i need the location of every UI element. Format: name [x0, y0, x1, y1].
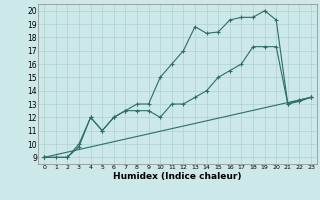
X-axis label: Humidex (Indice chaleur): Humidex (Indice chaleur) [113, 172, 242, 181]
